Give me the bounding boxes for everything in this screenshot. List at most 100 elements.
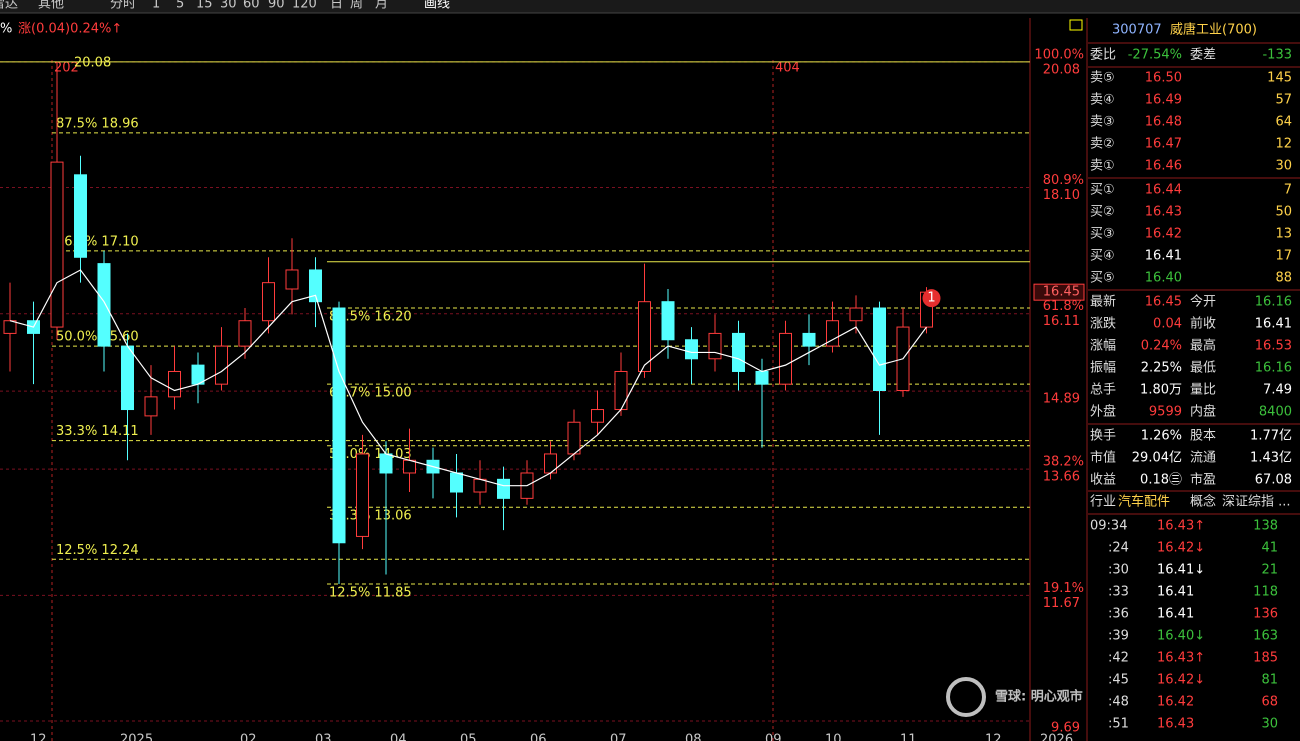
candle-body [779,332,792,385]
toolbar-item[interactable]: 5 [176,0,184,12]
book-volume: 30 [1275,159,1292,174]
stat-label: 振幅 [1090,361,1116,376]
stat-label: 今开 [1190,294,1216,310]
candle-body [849,307,863,322]
tick-price: 16.42↓ [1157,673,1205,688]
candle-body [215,345,228,385]
stat-value: 16.53 [1255,339,1292,354]
x-tick-label: 03 [315,733,332,741]
stat-label: 最低 [1190,361,1216,376]
x-tick-label: 2026 [1040,733,1073,741]
candle-body [50,161,64,328]
stat-label: 量比 [1190,383,1216,398]
book-volume: 12 [1275,137,1292,152]
book-price: 16.48 [1145,115,1182,130]
x-tick-label: 04 [390,733,407,741]
book-label: 买③ [1090,227,1115,242]
tick-time: :48 [1108,695,1129,710]
toolbar-item[interactable]: 雷达 [0,0,18,12]
toolbar-item[interactable]: 90 [268,0,285,12]
x-tick-label: 11 [900,733,917,741]
book-price: 16.41 [1145,249,1182,264]
watermark-logo [946,677,986,717]
toolbar-item[interactable]: 画线 [424,0,450,12]
stat-value: 67.08 [1255,473,1292,488]
tick-volume: 30 [1261,717,1278,732]
tick-volume: 185 [1253,651,1278,666]
book-label: 卖② [1090,137,1115,152]
toolbar-item[interactable]: 日 [330,0,343,12]
tick-price: 16.43↑ [1157,519,1205,534]
toolbar-item[interactable]: 月 [375,0,388,12]
toolbar-item[interactable]: 60 [243,0,260,12]
book-volume: 88 [1275,271,1292,286]
toolbar-item[interactable]: 1 [152,0,160,12]
book-label: 买④ [1090,249,1115,264]
toolbar-item[interactable]: 周 [350,0,363,12]
y-tick-label: 9.69 [1051,721,1080,736]
stock-name: 威唐工业(700) [1170,22,1257,38]
toolbar-item[interactable]: 30 [220,0,237,12]
stat-value: 1.26% [1141,429,1182,444]
candle-body [144,396,158,417]
book-volume: 7 [1284,183,1292,198]
book-label: 卖① [1090,159,1115,174]
candle-body [661,301,675,341]
tick-price: 16.41 [1157,607,1194,622]
toolbar-item[interactable]: 其他 [38,0,64,12]
panel-toggle[interactable] [1069,19,1083,31]
fib-label: 33.3% 13.06 [329,509,412,524]
book-price: 16.42 [1145,227,1182,242]
tick-time: :24 [1108,541,1129,556]
stat-label: 外盘 [1090,404,1116,420]
candle-body [285,269,299,290]
toolbar-item[interactable]: 分时 [110,0,136,12]
industry-item: 行业 [1090,495,1116,510]
y-tick-label: 11.67 [1043,596,1080,611]
change-label: 涨(0.04)0.24%↑ [18,22,122,37]
stat-value: 0.18㊂ [1140,473,1182,488]
stat-value: 1.80万 [1140,383,1182,398]
stat-label: 总手 [1090,383,1116,398]
tick-time: :45 [1108,673,1129,688]
fib-label: 12.5% 12.24 [56,543,139,558]
x-tick-label: 12 [30,733,47,741]
book-label: 卖④ [1090,93,1115,108]
stat-value: 0.24% [1141,339,1182,354]
stat-value: 29.04亿 [1132,451,1182,466]
tick-time: :51 [1108,717,1129,732]
candle-body [379,453,393,474]
last-tag [1033,283,1085,301]
stat-label: 涨幅 [1090,339,1116,354]
stat-value: 8400 [1259,405,1292,420]
toolbar-bg [0,0,1300,13]
book-label: 买① [1090,183,1115,198]
candle-body [309,269,322,303]
stock-code: 300707 [1112,23,1162,38]
tick-price: 16.41 [1157,585,1194,600]
tick-time: 09:34 [1090,519,1127,534]
wb-label: 委比 [1090,48,1116,63]
stat-label: 最新 [1090,294,1116,310]
wb-value: -27.54% [1128,48,1182,63]
toolbar-item[interactable]: 15 [196,0,213,12]
candle-body [168,370,181,398]
x-tick-label: 02 [240,733,257,741]
stat-value: 2.25% [1141,361,1182,376]
candle-body [591,409,604,423]
book-price: 16.50 [1145,71,1182,86]
y-tick-label: 13.66 [1043,470,1080,485]
book-label: 卖⑤ [1090,71,1115,86]
candle-body [802,332,816,347]
stat-label: 股本 [1190,429,1216,444]
tick-time: :33 [1108,585,1129,600]
toolbar-item[interactable]: 120 [292,0,317,12]
pct-label: 19.1% [1043,581,1084,596]
book-price: 16.49 [1145,93,1182,108]
stat-value: 0.04 [1153,317,1182,332]
candle-body [732,332,745,372]
watermark: 雪球: 明心观市 [995,689,1083,705]
fib-label: 66.7% 15.00 [329,386,412,401]
tick-volume: 138 [1253,519,1278,534]
x-tick-label: 08 [685,733,702,741]
